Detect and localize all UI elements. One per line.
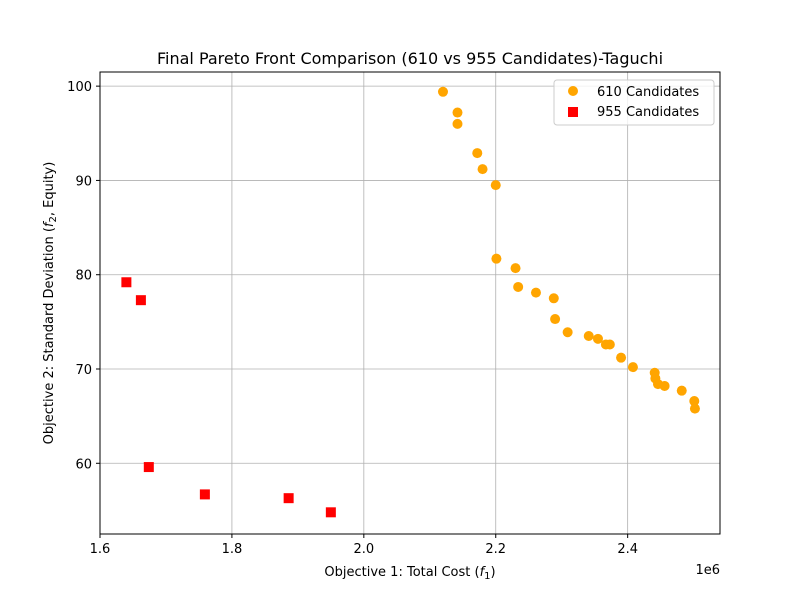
data-point-610: [491, 253, 502, 264]
data-point-610: [676, 385, 687, 396]
x-tick-label: 2.4: [617, 542, 638, 557]
y-tick-label: 100: [67, 80, 92, 95]
data-point-955: [199, 489, 210, 500]
legend-label-610: 610 Candidates: [597, 85, 699, 100]
data-point-610: [562, 327, 573, 338]
y-axis-title: Objective 2: Standard Deviation (f2, Equ…: [42, 162, 59, 445]
legend-marker-610: [568, 86, 578, 96]
data-point-955: [135, 295, 146, 306]
data-point-610: [452, 107, 463, 118]
data-point-955: [121, 277, 132, 288]
x-tick-label: 1.8: [222, 542, 243, 557]
y-tick-label: 80: [75, 269, 92, 284]
data-point-955: [325, 507, 336, 518]
data-point-610: [550, 314, 561, 325]
x-offset-label: 1e6: [695, 563, 720, 578]
data-point-610: [689, 403, 700, 414]
data-point-610: [530, 287, 541, 298]
y-axis-title-main: Objective 2: Standard Deviation (: [42, 227, 57, 444]
plot-frame: [99, 71, 721, 535]
data-point-610: [659, 380, 670, 391]
y-tick-label: 70: [75, 363, 92, 378]
axis-ticks: 1.6 1.8 2.0 2.2 2.4 60 70 80 90 100: [67, 80, 638, 557]
x-axis-title-sub: 1: [484, 571, 490, 582]
x-axis-title-end: ): [491, 565, 496, 580]
legend-label-955: 955 Candidates: [597, 105, 699, 120]
legend: 610 Candidates 955 Candidates: [553, 79, 715, 126]
y-tick-label: 60: [75, 457, 92, 472]
data-point-610: [477, 164, 488, 175]
x-axis-title-main: Objective 1: Total Cost (: [324, 565, 479, 580]
y-axis-title-end: , Equity): [42, 162, 57, 216]
legend-marker-955: [568, 107, 578, 117]
x-tick-label: 2.0: [353, 542, 374, 557]
x-axis-title-var: f: [480, 565, 487, 580]
data-point-610: [452, 118, 463, 129]
y-axis-title-sub: 2: [48, 216, 59, 222]
data-point-610: [490, 180, 501, 191]
chart-title: Final Pareto Front Comparison (610 vs 95…: [157, 49, 663, 68]
data-point-610: [437, 86, 448, 97]
data-point-610: [472, 148, 483, 159]
data-point-610: [548, 293, 559, 304]
y-tick-label: 90: [75, 174, 92, 189]
data-point-610: [592, 333, 603, 344]
x-tick-label: 1.6: [90, 542, 111, 557]
data-point-610: [604, 339, 615, 350]
data-point-610: [513, 281, 524, 292]
data-point-610: [627, 362, 638, 373]
data-point-955: [143, 462, 154, 473]
x-tick-label: 2.2: [485, 542, 506, 557]
data-point-955: [283, 493, 294, 504]
x-axis-title: Objective 1: Total Cost (f1): [324, 565, 495, 582]
legend-box: [553, 79, 715, 126]
data-points: [121, 86, 700, 518]
y-axis-title-var: f: [42, 220, 57, 227]
data-point-610: [510, 263, 521, 274]
data-point-610: [616, 352, 627, 363]
data-point-610: [689, 396, 700, 407]
data-point-610: [583, 331, 594, 341]
